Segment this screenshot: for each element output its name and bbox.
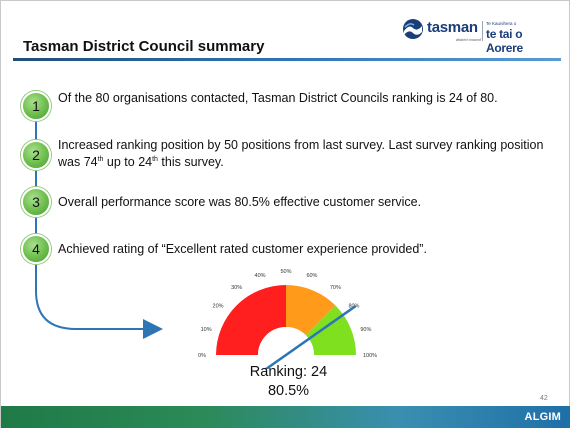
step-3-badge: 3	[21, 187, 51, 217]
step-1-number: 1	[32, 98, 40, 114]
gauge-tick-label: 90%	[360, 327, 371, 333]
gauge-tick-label: 40%	[255, 273, 266, 279]
gauge-tick-label: 70%	[330, 285, 341, 291]
step-2-badge: 2	[21, 140, 51, 170]
step-2-text-c: this survey.	[157, 154, 224, 169]
logo-subtitle: district council	[456, 37, 482, 42]
gauge-band-3	[305, 305, 356, 355]
gauge-hub	[258, 327, 314, 355]
step-2-sup-b: th	[152, 155, 158, 163]
gauge-tick-label: 10%	[201, 327, 212, 333]
logo-wordmark: tasman	[427, 19, 478, 36]
page-title: Tasman District Council summary	[23, 38, 265, 55]
footer-bar: ALGIM	[1, 406, 570, 428]
gauge-needle	[260, 305, 356, 374]
step-4-badge: 4	[21, 234, 51, 264]
gauge-tick-label: 50%	[280, 269, 291, 275]
step-1-text: Of the 80 organisations contacted, Tasma…	[58, 91, 498, 105]
gauge-tick-label: 20%	[213, 304, 224, 310]
gauge-band-1	[216, 285, 286, 355]
gauge-band-2	[286, 285, 336, 336]
logo-maori-name: te tai o Aorere	[486, 27, 523, 55]
page-number: 42	[540, 395, 548, 402]
ranking-label: Ranking: 24	[249, 364, 328, 380]
score-label: 80.5%	[267, 383, 310, 399]
footer-logo: ALGIM	[524, 411, 561, 423]
gauge-tick-label: 100%	[363, 353, 377, 359]
logo-divider	[482, 21, 483, 41]
step-4-number: 4	[32, 241, 40, 257]
logo-maori-prefix: Te Kaunihera o	[486, 21, 517, 26]
logo-mark-icon	[403, 19, 423, 39]
gauge-graphic: 0%10%20%30%40%50%60%70%80%90%100%	[198, 269, 377, 374]
step-2-text-b: up to 24	[103, 154, 153, 169]
gauge-tick-label: 30%	[231, 285, 242, 291]
step-2-text: Increased ranking position by 50 positio…	[58, 137, 548, 170]
gauge-tick-label: 60%	[306, 273, 317, 279]
step-2-sup-a: th	[97, 155, 104, 163]
title-underline	[13, 58, 561, 61]
step-1-badge: 1	[21, 91, 51, 121]
step-3-number: 3	[32, 194, 40, 210]
step-2-number: 2	[32, 147, 40, 163]
performance-gauge: 0%10%20%30%40%50%60%70%80%90%100%	[186, 259, 386, 374]
council-logo: tasman district council Te Kaunihera o t…	[401, 18, 561, 55]
step-4-text: Achieved rating of “Excellent rated cust…	[58, 242, 427, 256]
step-3-text: Overall performance score was 80.5% effe…	[58, 195, 422, 209]
gauge-tick-label: 0%	[198, 353, 206, 359]
step-2-text-a: Increased ranking position by 50 positio…	[58, 138, 544, 169]
